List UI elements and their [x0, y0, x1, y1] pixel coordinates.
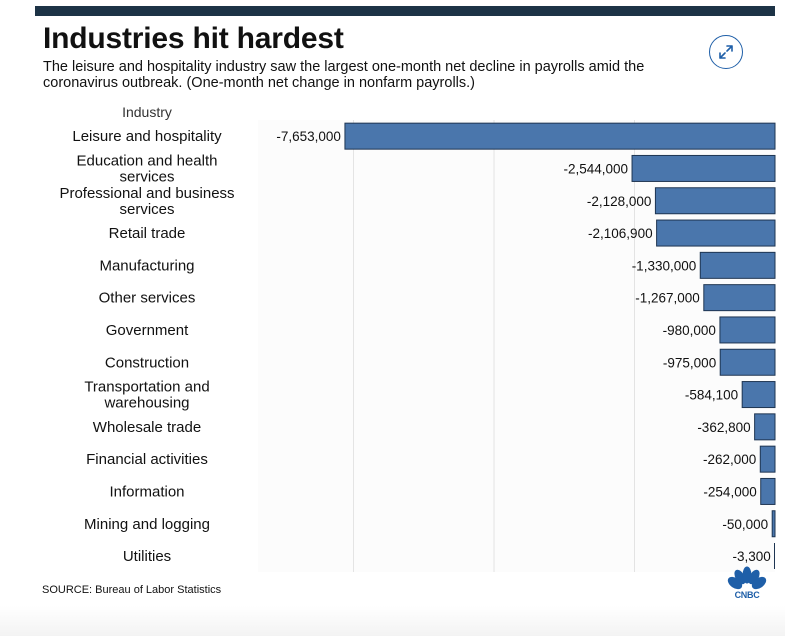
data-label: -7,653,000	[276, 129, 341, 144]
expand-button[interactable]	[709, 35, 743, 69]
category-label: Retail trade	[109, 225, 186, 242]
category-label: Information	[109, 483, 184, 500]
bar	[771, 510, 776, 538]
category-label: services	[119, 201, 174, 218]
category-label: Financial activities	[86, 451, 208, 468]
data-label: -1,267,000	[635, 291, 700, 306]
category-axis-header: Industry	[122, 104, 172, 120]
category-label: Leisure and hospitality	[72, 128, 222, 145]
bar	[699, 251, 776, 279]
bar	[741, 381, 776, 409]
page-bottom-shade	[0, 606, 785, 636]
category-label: Professional and business	[59, 185, 234, 202]
data-label: -975,000	[663, 355, 716, 370]
data-label: -362,800	[697, 420, 750, 435]
category-label: Other services	[99, 290, 196, 307]
category-label: Education and health	[77, 152, 218, 169]
cnbc-logo-text: CNBC	[734, 590, 760, 600]
bar	[759, 445, 776, 473]
bar	[754, 413, 776, 441]
category-label: Construction	[105, 354, 189, 371]
data-label: -584,100	[685, 388, 738, 403]
category-label: Wholesale trade	[93, 419, 201, 436]
data-label: -50,000	[722, 517, 768, 532]
top-banner	[35, 6, 775, 16]
bar	[719, 348, 776, 376]
data-label: -2,544,000	[563, 161, 628, 176]
page-title: Industries hit hardest	[43, 22, 344, 55]
data-label: -2,106,900	[588, 226, 653, 241]
category-label: Transportation and	[84, 379, 209, 396]
bar-chart: Industry -7,653,000 Leisure and hospitalit…	[59, 104, 776, 572]
bar	[719, 316, 776, 344]
bar	[344, 122, 776, 150]
data-label: -3,300	[733, 549, 771, 564]
category-label: Manufacturing	[99, 257, 194, 274]
bar	[703, 284, 776, 312]
bar	[631, 154, 776, 182]
source-note: SOURCE: Bureau of Labor Statistics	[42, 584, 222, 596]
chart-subtitle: The leisure and hospitality industry saw…	[43, 59, 645, 91]
cnbc-peacock-icon	[727, 566, 767, 590]
category-label: Utilities	[123, 548, 171, 565]
data-label: -980,000	[663, 323, 716, 338]
data-label: -254,000	[703, 484, 756, 499]
data-label: -2,128,000	[587, 194, 652, 209]
category-label: Government	[106, 322, 189, 339]
category-label: services	[119, 168, 174, 185]
bar	[760, 477, 776, 505]
expand-icon	[719, 45, 733, 59]
data-label: -1,330,000	[632, 258, 697, 273]
bar	[654, 187, 776, 215]
category-label: Mining and logging	[84, 516, 210, 533]
data-label: -262,000	[703, 452, 756, 467]
bar	[656, 219, 776, 247]
category-label: warehousing	[103, 395, 189, 412]
